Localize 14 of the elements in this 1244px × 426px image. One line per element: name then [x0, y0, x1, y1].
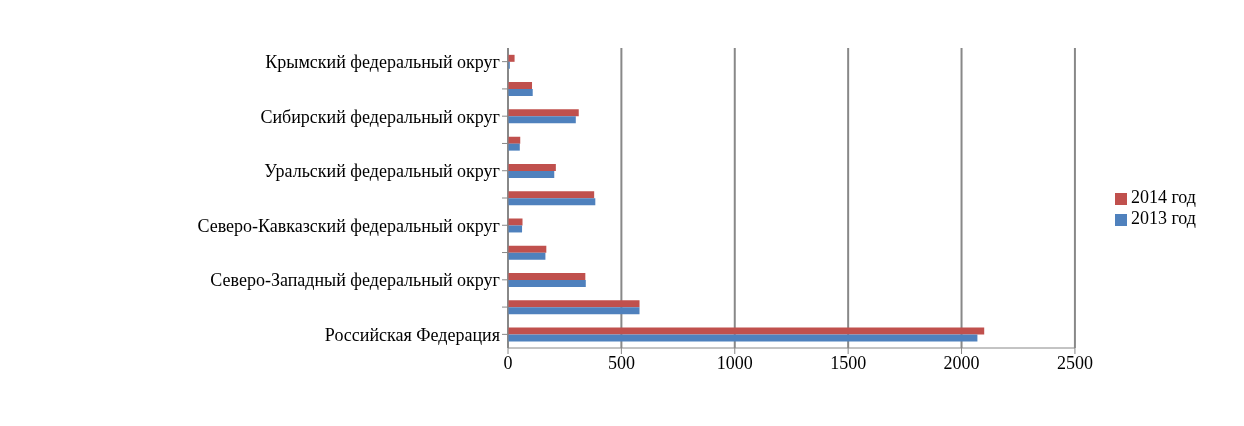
y-tick-label: Северо-Западный федеральный округ	[210, 270, 500, 291]
x-tick-label: 0	[503, 352, 513, 373]
x-tick-label: 2000	[943, 352, 980, 373]
y-tick-label: Уральский федеральный округ	[264, 161, 500, 182]
x-tick-label: 1000	[716, 352, 753, 373]
x-tick-label: 500	[607, 352, 635, 373]
y-tick-label: Северо-Кавказский федеральный округ	[197, 215, 500, 236]
legend-label: 2014 год	[1130, 187, 1196, 207]
legend-label: 2013 год	[1130, 208, 1196, 228]
x-tick-label: 1500	[830, 352, 867, 373]
y-tick-label: Российская Федерация	[324, 324, 500, 345]
y-tick-label: Крымский федеральный округ	[265, 52, 500, 73]
y-tick-label: Сибирский федеральный округ	[260, 106, 500, 127]
x-tick-label: 2500	[1056, 352, 1093, 373]
